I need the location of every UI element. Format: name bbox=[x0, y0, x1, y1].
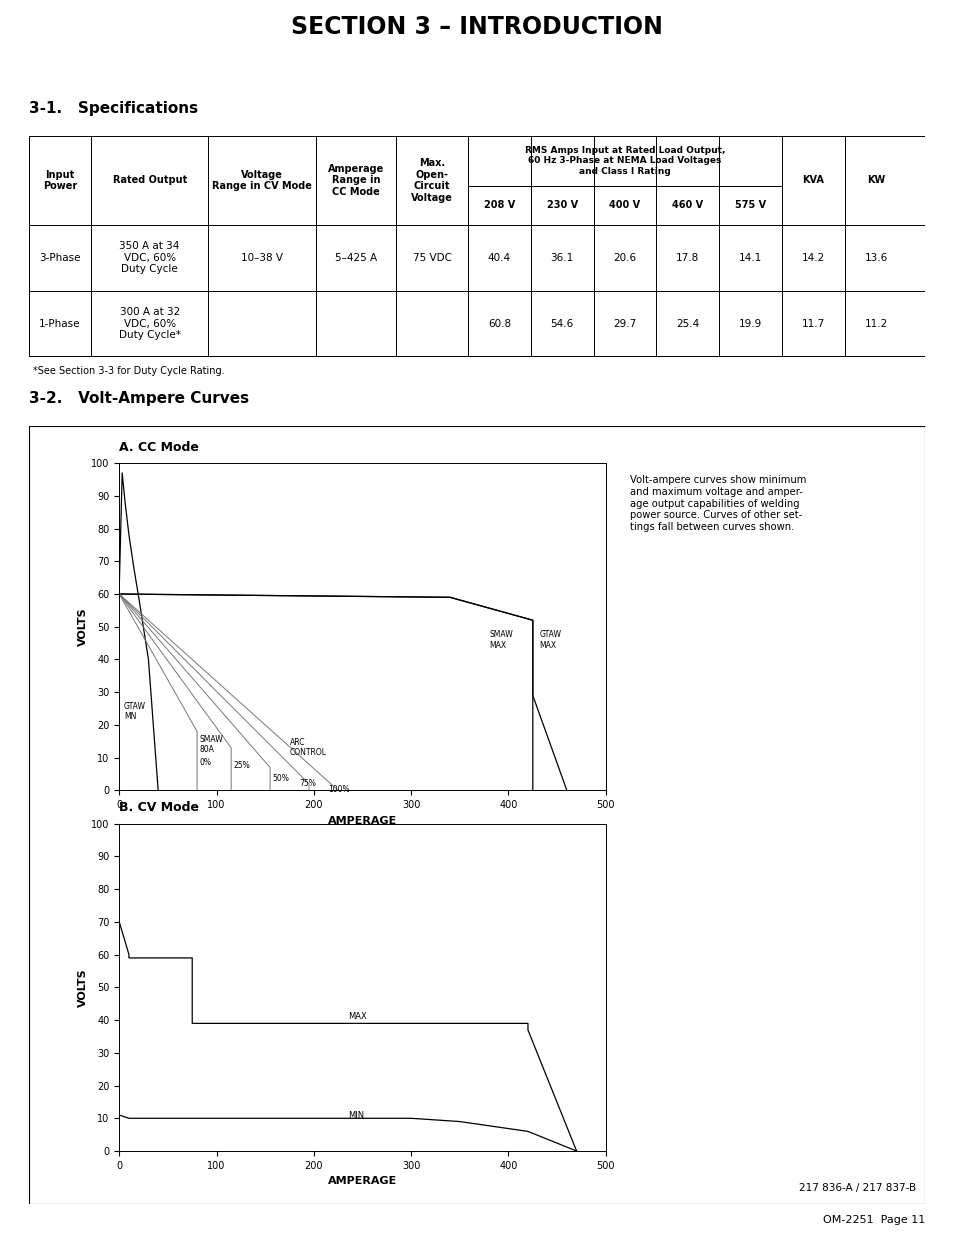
Text: 5–425 A: 5–425 A bbox=[335, 253, 376, 263]
X-axis label: AMPERAGE: AMPERAGE bbox=[328, 1176, 396, 1187]
Text: 25%: 25% bbox=[233, 761, 250, 769]
Text: 3-2.   Volt-Ampere Curves: 3-2. Volt-Ampere Curves bbox=[29, 390, 249, 406]
Text: 230 V: 230 V bbox=[546, 200, 578, 210]
Text: SECTION 3 – INTRODUCTION: SECTION 3 – INTRODUCTION bbox=[291, 16, 662, 40]
Text: KW: KW bbox=[866, 175, 884, 185]
Text: GTAW
MAX: GTAW MAX bbox=[539, 630, 561, 650]
Y-axis label: VOLTS: VOLTS bbox=[78, 608, 89, 646]
Text: Rated Output: Rated Output bbox=[112, 175, 187, 185]
Text: 300 A at 32
VDC, 60%
Duty Cycle*: 300 A at 32 VDC, 60% Duty Cycle* bbox=[118, 308, 180, 340]
Text: KVA: KVA bbox=[801, 175, 823, 185]
Text: B. CV Mode: B. CV Mode bbox=[119, 802, 199, 814]
X-axis label: AMPERAGE: AMPERAGE bbox=[328, 815, 396, 826]
Text: 50%: 50% bbox=[272, 774, 289, 783]
Text: 14.1: 14.1 bbox=[739, 253, 761, 263]
Text: 25.4: 25.4 bbox=[676, 319, 699, 329]
Text: 13.6: 13.6 bbox=[863, 253, 886, 263]
Text: 29.7: 29.7 bbox=[613, 319, 636, 329]
Text: SMAW
MAX: SMAW MAX bbox=[489, 630, 512, 650]
Text: Volt-ampere curves show minimum
and maximum voltage and amper-
age output capabi: Volt-ampere curves show minimum and maxi… bbox=[629, 475, 805, 532]
Text: 575 V: 575 V bbox=[734, 200, 765, 210]
Text: OM-2251  Page 11: OM-2251 Page 11 bbox=[822, 1215, 924, 1225]
Text: 11.2: 11.2 bbox=[863, 319, 886, 329]
Text: SMAW
80A: SMAW 80A bbox=[199, 735, 223, 755]
Text: RMS Amps Input at Rated Load Output,
60 Hz 3-Phase at NEMA Load Voltages
and Cla: RMS Amps Input at Rated Load Output, 60 … bbox=[524, 146, 724, 175]
Text: 400 V: 400 V bbox=[609, 200, 639, 210]
Text: 14.2: 14.2 bbox=[801, 253, 824, 263]
Text: MIN: MIN bbox=[348, 1110, 364, 1119]
Y-axis label: VOLTS: VOLTS bbox=[78, 968, 89, 1007]
Text: MAX: MAX bbox=[348, 1013, 366, 1021]
Text: 11.7: 11.7 bbox=[801, 319, 824, 329]
Text: 0%: 0% bbox=[199, 758, 211, 767]
Text: 100%: 100% bbox=[328, 785, 350, 794]
Text: 40.4: 40.4 bbox=[487, 253, 511, 263]
Text: 1-Phase: 1-Phase bbox=[39, 319, 81, 329]
Text: Max.
Open-
Circuit
Voltage: Max. Open- Circuit Voltage bbox=[411, 158, 453, 203]
Text: *See Section 3-3 for Duty Cycle Rating.: *See Section 3-3 for Duty Cycle Rating. bbox=[33, 366, 225, 375]
Text: Amperage
Range in
CC Mode: Amperage Range in CC Mode bbox=[328, 164, 384, 198]
Text: 54.6: 54.6 bbox=[550, 319, 573, 329]
Text: 350 A at 34
VDC, 60%
Duty Cycle: 350 A at 34 VDC, 60% Duty Cycle bbox=[119, 241, 180, 274]
Text: 10–38 V: 10–38 V bbox=[240, 253, 282, 263]
Text: 19.9: 19.9 bbox=[739, 319, 761, 329]
Text: 17.8: 17.8 bbox=[676, 253, 699, 263]
Text: 75%: 75% bbox=[299, 779, 315, 788]
Text: 20.6: 20.6 bbox=[613, 253, 636, 263]
Text: 36.1: 36.1 bbox=[550, 253, 573, 263]
Text: 3-Phase: 3-Phase bbox=[39, 253, 81, 263]
Text: 217 836-A / 217 837-B: 217 836-A / 217 837-B bbox=[798, 1183, 915, 1193]
Text: Voltage
Range in CV Mode: Voltage Range in CV Mode bbox=[212, 169, 312, 191]
Text: 208 V: 208 V bbox=[483, 200, 515, 210]
Text: 75 VDC: 75 VDC bbox=[413, 253, 451, 263]
Text: Input
Power: Input Power bbox=[43, 169, 77, 191]
Text: 3-1.   Specifications: 3-1. Specifications bbox=[29, 100, 197, 116]
Text: 460 V: 460 V bbox=[672, 200, 702, 210]
Text: ARC
CONTROL: ARC CONTROL bbox=[290, 739, 326, 757]
Text: 60.8: 60.8 bbox=[487, 319, 511, 329]
Text: A. CC Mode: A. CC Mode bbox=[119, 441, 199, 453]
Text: GTAW
MN: GTAW MN bbox=[124, 701, 146, 721]
